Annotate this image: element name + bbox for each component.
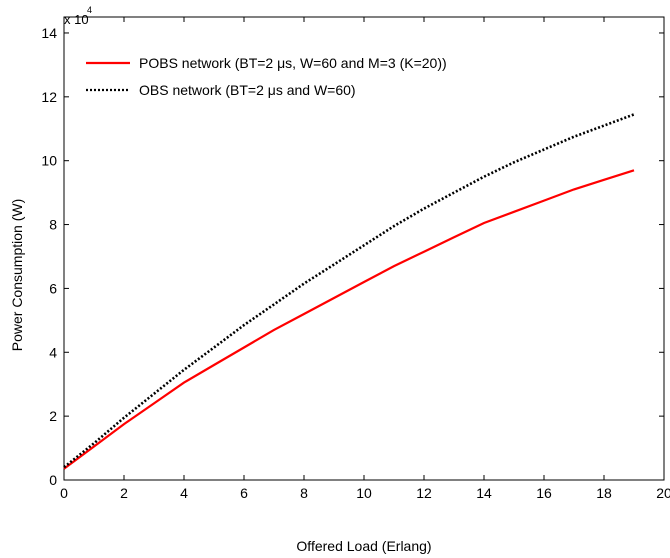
legend-label-pobs: POBS network (BT=2 μs, W=60 and M=3 (K=2… [139,55,447,71]
x-tick-label: 2 [120,485,128,501]
x-tick-label: 14 [476,485,492,501]
y-tick-label: 0 [49,472,57,488]
axis-ticks: 0 2 4 6 8 10 12 14 16 18 20 0 2 4 6 8 10 12 14 [41,17,670,501]
y-axis-label: Power Consumption (W) [9,199,25,352]
y-tick-label: 14 [41,25,57,41]
x-tick-label: 20 [656,485,670,501]
y-tick-label: 12 [41,89,57,105]
x-axis-label: Offered Load (Erlang) [296,538,431,554]
y-multiplier-base: x 10 [64,12,89,27]
x-tick-label: 4 [180,485,188,501]
x-tick-label: 12 [416,485,432,501]
x-tick-label: 10 [356,485,372,501]
x-tick-label: 16 [536,485,552,501]
x-tick-label: 8 [300,485,308,501]
y-tick-label: 10 [41,153,57,169]
series-lines [63,113,635,470]
x-tick-label: 0 [60,485,68,501]
legend-box [72,48,412,106]
x-tick-label: 6 [240,485,248,501]
legend: POBS network (BT=2 μs, W=60 and M=3 (K=2… [72,48,447,106]
y-tick-label: 6 [49,280,57,296]
legend-label-obs: OBS network (BT=2 μs and W=60) [139,82,356,98]
series-line-obs [63,113,635,469]
series-line-pobs [63,169,635,470]
y-tick-label: 8 [49,217,57,233]
y-multiplier-exponent: 4 [87,5,92,15]
y-tick-label: 2 [49,408,57,424]
x-tick-label: 18 [596,485,612,501]
y-tick-label: 4 [49,344,57,360]
